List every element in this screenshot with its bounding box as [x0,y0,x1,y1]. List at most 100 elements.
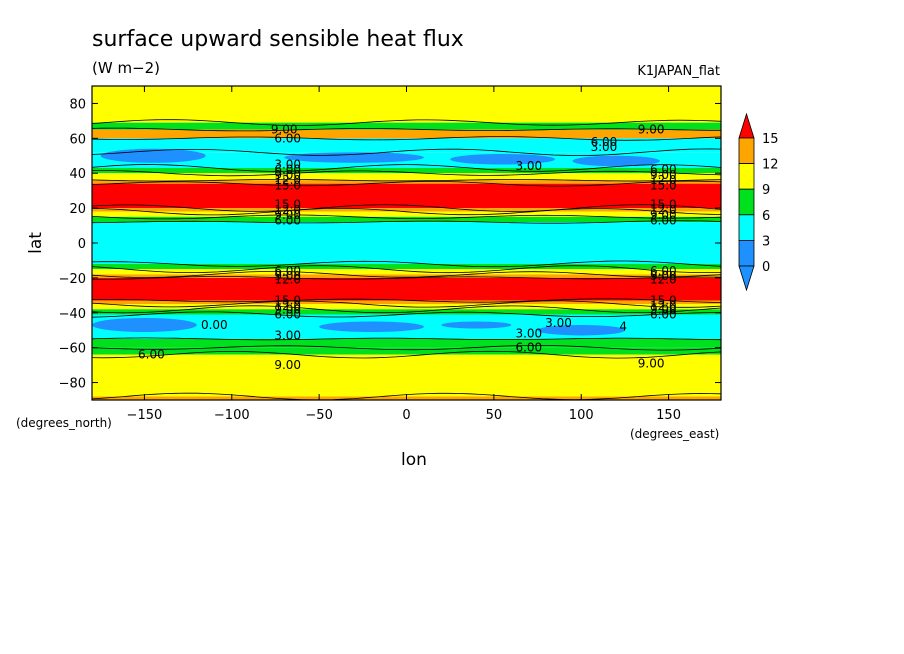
colorbar-swatch [738,137,755,165]
contour-label: 12.0 [650,273,677,287]
contour-line [92,300,721,308]
field-band [92,263,721,270]
x-tick-label: −150 [127,408,163,423]
contour-line [92,337,721,341]
contour-line [92,298,721,303]
y-tick-label: 20 [69,202,86,217]
field-patch [423,187,547,209]
field-band [92,129,721,139]
contour-label: 6.00 [274,264,301,278]
x-tick-label: 50 [486,408,503,423]
x-tick-label: 100 [569,408,594,423]
field-patch [92,318,197,332]
contour-label: 9.00 [274,269,301,283]
field-patch [135,185,241,207]
contour-line [92,178,721,182]
contour-label: 9.00 [274,302,301,316]
contour-label: 12.0 [650,203,677,217]
contour-line [92,207,721,216]
colorbar-min-arrow [738,265,755,292]
contour-line [92,136,721,141]
contour-label: 6.00 [650,163,677,177]
field-band [92,277,721,301]
colorbar: 15 12 9 6 3 0 [738,112,779,292]
colorbar-swatch [738,188,755,216]
contour-line [92,170,721,177]
field-band [92,138,721,153]
colorbar-max-arrow [738,112,755,139]
contour-label: 4 [619,320,627,334]
colorbar-tick-label: 15 [762,132,779,147]
field-patch [589,185,695,207]
contour-label: 3.00 [274,328,301,342]
contour-label: 12.0 [274,299,301,313]
contour-label: 6.00 [274,308,301,322]
contour-line [92,265,721,274]
y-axis-label: lat [26,232,46,254]
contour-line [92,260,721,268]
contour-label: 3.00 [545,316,572,330]
x-tick-label: 150 [656,408,681,423]
contour-label: 3.00 [515,159,542,173]
y-axis-units: (degrees_north) [16,416,112,430]
contour-label: 12.0 [650,299,677,313]
contour-label: 6.00 [515,341,542,355]
y-tick-label: 80 [69,97,86,112]
field-patch [275,284,398,299]
field-band [92,222,721,264]
contour-label: 0.00 [201,318,228,332]
contour-line [92,311,721,318]
y-tick-label: −60 [59,342,86,357]
contour-label: 12.0 [274,203,301,217]
contour-line [92,127,721,132]
contour-label: 3.00 [515,327,542,341]
contour-label: 12.0 [274,273,301,287]
colorbar-swatch [738,239,755,267]
field-band [92,354,721,397]
contour-label: 6.00 [650,264,677,278]
x-tick-label: −100 [214,408,250,423]
contour-label: 3.00 [274,158,301,172]
contour-line [92,275,721,280]
contour-label: 12.0 [650,173,677,187]
contour-line [92,180,721,187]
contour-line [92,148,721,156]
colorbar-tick-label: 9 [762,183,770,198]
contour-label: 9.00 [650,168,677,182]
contour-label: 3.00 [591,140,618,154]
contour-label: 15.0 [650,178,677,192]
x-tick-label: 0 [402,408,410,423]
contour-line [92,214,721,220]
field-band [92,86,721,123]
axes: −150 −100 −50 0 50 100 150 −80 −60 −40 −20 0 20 40 60 8… [59,86,721,423]
dataset-label: K1JAPAN_flat [637,64,720,79]
field-band [92,269,721,275]
field-band [92,300,721,305]
contour-line [92,305,721,314]
y-tick-label: −80 [59,377,86,392]
plot-area: 9.006.003.006.009.0012.015.015.012.09.00… [92,86,721,400]
field-patch [319,321,424,332]
contour-label: 6.00 [274,131,301,145]
x-axis-units: (degrees_east) [630,427,719,441]
field-band [92,167,721,174]
contour-label: 9.00 [650,269,677,283]
contour-label: 15.0 [650,198,677,212]
chart-title: surface upward sensible heat flux [92,27,464,52]
field-band [92,338,721,348]
x-tick-label: −50 [305,408,332,423]
contour-label: 9.00 [274,358,301,372]
field-patch [441,284,582,299]
colorbar-tick-label: 3 [762,234,770,249]
field-band [92,274,721,278]
field-band [92,173,721,181]
contour-label: 15.0 [650,294,677,308]
contour-line [92,220,721,224]
contour-line [92,164,721,172]
field-patch [292,185,398,207]
contour-line [92,204,721,212]
contour-label: 9.00 [274,208,301,222]
colorbar-swatch [738,163,755,190]
contour-label: 6.00 [138,348,165,362]
